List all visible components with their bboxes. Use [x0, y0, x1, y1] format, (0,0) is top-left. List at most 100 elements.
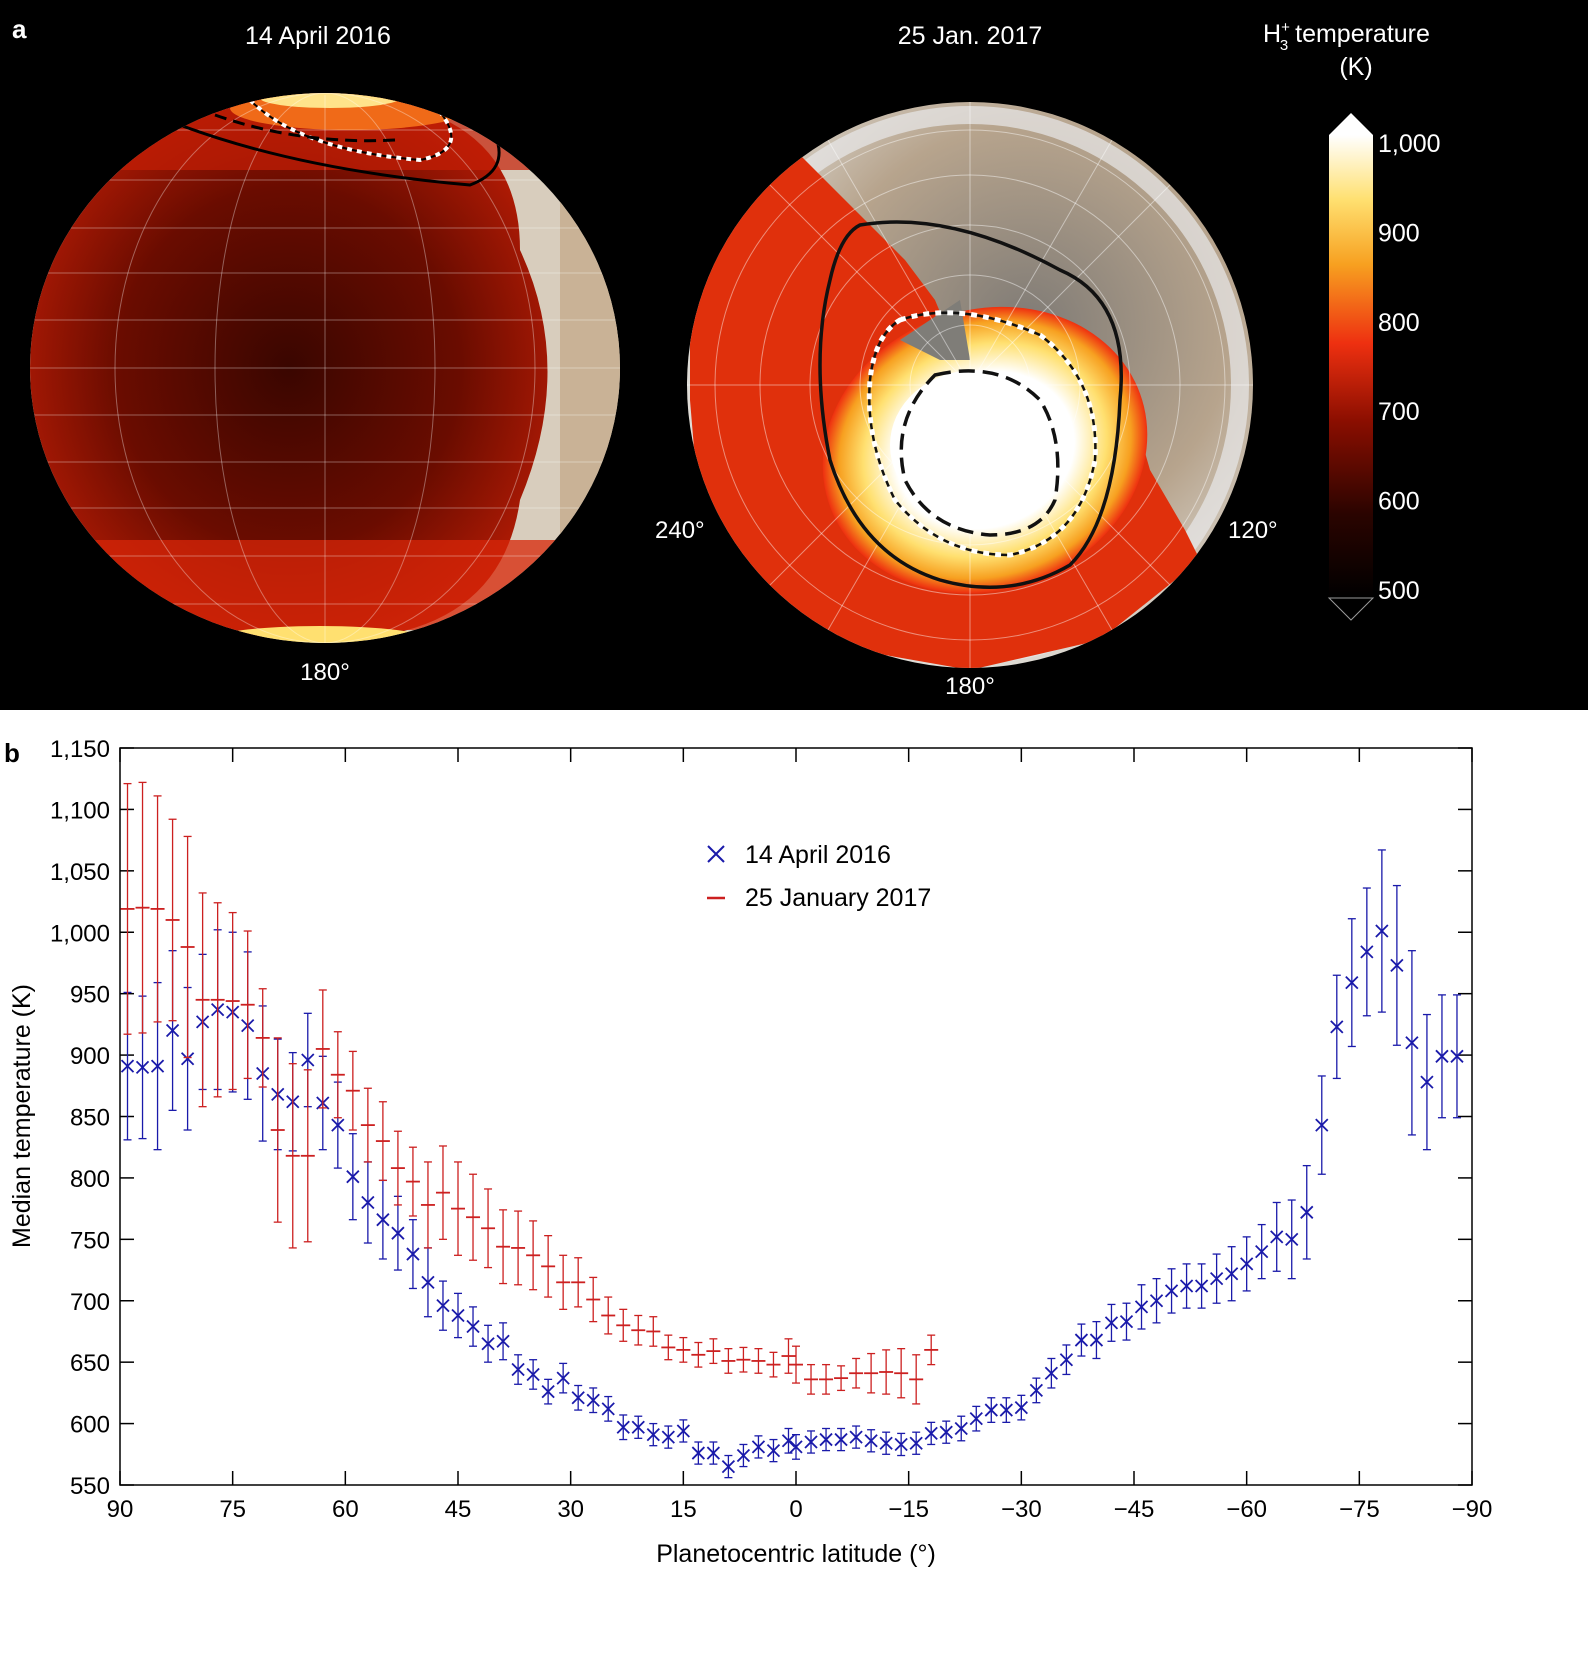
marker-x — [1119, 1314, 1134, 1329]
marker-x — [451, 1308, 465, 1323]
data-point — [496, 1322, 510, 1361]
marker-x — [361, 1195, 375, 1210]
data-point — [984, 1397, 998, 1424]
data-point — [240, 930, 255, 1080]
left-contour-black-dashed — [214, 113, 396, 143]
data-point — [1360, 887, 1374, 1017]
data-point — [804, 1430, 818, 1454]
marker-x — [924, 1426, 938, 1441]
marker-x — [346, 1170, 360, 1184]
data-point — [706, 1441, 721, 1465]
data-point — [511, 1210, 526, 1286]
data-point — [346, 1133, 360, 1221]
data-point — [834, 1365, 849, 1392]
marker-x — [1240, 1257, 1254, 1271]
right-planet-map: 180° 240° 120° — [655, 102, 1278, 700]
x-axis-label: Planetocentric latitude (°) — [656, 1540, 936, 1568]
data-point — [676, 1419, 690, 1443]
marker-x — [1209, 1272, 1224, 1286]
marker-x — [481, 1337, 495, 1351]
marker-x — [834, 1432, 848, 1447]
y-tick-label: 650 — [70, 1350, 110, 1377]
marker-x — [676, 1424, 690, 1438]
data-point — [789, 1433, 803, 1460]
data-point — [165, 818, 180, 1022]
x-tick-label: 30 — [557, 1496, 584, 1523]
colorbar-tick-label: 900 — [1378, 219, 1420, 247]
marker-x — [1420, 1075, 1434, 1089]
y-tick-label: 950 — [70, 982, 110, 1009]
y-axis-label: Median temperature (K) — [8, 984, 36, 1248]
marker-x — [1285, 1232, 1299, 1246]
marker-x — [571, 1391, 585, 1405]
y-tick-label: 800 — [70, 1166, 110, 1193]
data-point — [466, 1173, 481, 1261]
legend-label-2017: 25 January 2017 — [745, 884, 931, 912]
data-point — [1089, 1320, 1104, 1360]
data-point — [999, 1397, 1013, 1424]
marker-x — [999, 1403, 1013, 1417]
marker-x — [789, 1440, 803, 1454]
data-point — [1029, 1377, 1043, 1404]
left-grid — [30, 93, 620, 643]
data-point — [406, 1219, 420, 1290]
marker-x — [1405, 1036, 1419, 1050]
left-south-aurora — [210, 626, 430, 643]
data-point — [969, 1405, 983, 1432]
marker-x — [1300, 1205, 1314, 1219]
data-point — [616, 1308, 631, 1342]
marker-x — [864, 1434, 878, 1448]
data-point — [210, 902, 225, 1098]
marker-x — [1315, 1118, 1329, 1132]
marker-x — [984, 1403, 998, 1417]
data-point — [601, 1296, 616, 1335]
marker-x — [1255, 1244, 1269, 1259]
data-point — [924, 1334, 939, 1366]
panel-a: a 14 April 2016 25 Jan. 2017 — [0, 0, 1588, 710]
data-point — [405, 1146, 420, 1217]
data-point — [195, 892, 210, 1108]
data-point — [1164, 1268, 1179, 1314]
y-tick-label: 850 — [70, 1105, 110, 1132]
data-point — [330, 1031, 345, 1119]
right-contour-solid — [818, 220, 1123, 589]
data-point — [1240, 1236, 1254, 1292]
marker-x — [954, 1421, 968, 1436]
data-point — [751, 1435, 766, 1459]
right-contour-white-dashed — [866, 310, 1098, 558]
marker-x — [1134, 1300, 1149, 1314]
data-point — [1405, 950, 1419, 1136]
x-tick-label: −15 — [888, 1496, 929, 1523]
data-point — [571, 1384, 585, 1411]
y-tick-label: 900 — [70, 1043, 110, 1070]
marker-x — [819, 1432, 833, 1447]
panel-b-label: b — [4, 738, 20, 768]
marker-x — [1014, 1400, 1028, 1415]
y-tick-label: 1,150 — [50, 736, 110, 763]
y-tick-label: 600 — [70, 1412, 110, 1439]
data-point — [451, 1161, 465, 1256]
data-point — [924, 1421, 938, 1446]
data-point — [1390, 884, 1404, 1046]
marker-x — [1104, 1316, 1119, 1330]
x-tick-label: −45 — [1114, 1496, 1155, 1523]
data-point — [556, 1254, 571, 1310]
panel-b: b 90 75 60 45 30 15 0 −15 −30 −45 −60 −75 −90 550 600 6… — [4, 736, 1492, 1568]
data-point — [661, 1334, 676, 1361]
marker-x — [331, 1118, 345, 1132]
data-point — [270, 1037, 285, 1223]
data-point — [834, 1427, 848, 1452]
marker-x — [1074, 1333, 1089, 1347]
colorbar-bar — [1329, 135, 1373, 598]
data-point — [376, 1179, 390, 1260]
data-point — [819, 1427, 833, 1452]
data-point — [1450, 994, 1464, 1119]
marker-x — [1179, 1279, 1194, 1293]
data-point — [1209, 1253, 1224, 1304]
data-point — [135, 781, 150, 1034]
marker-x — [631, 1420, 645, 1434]
x-tick-label: 15 — [670, 1496, 697, 1523]
data-point — [721, 1454, 736, 1479]
data-point — [285, 1063, 300, 1249]
